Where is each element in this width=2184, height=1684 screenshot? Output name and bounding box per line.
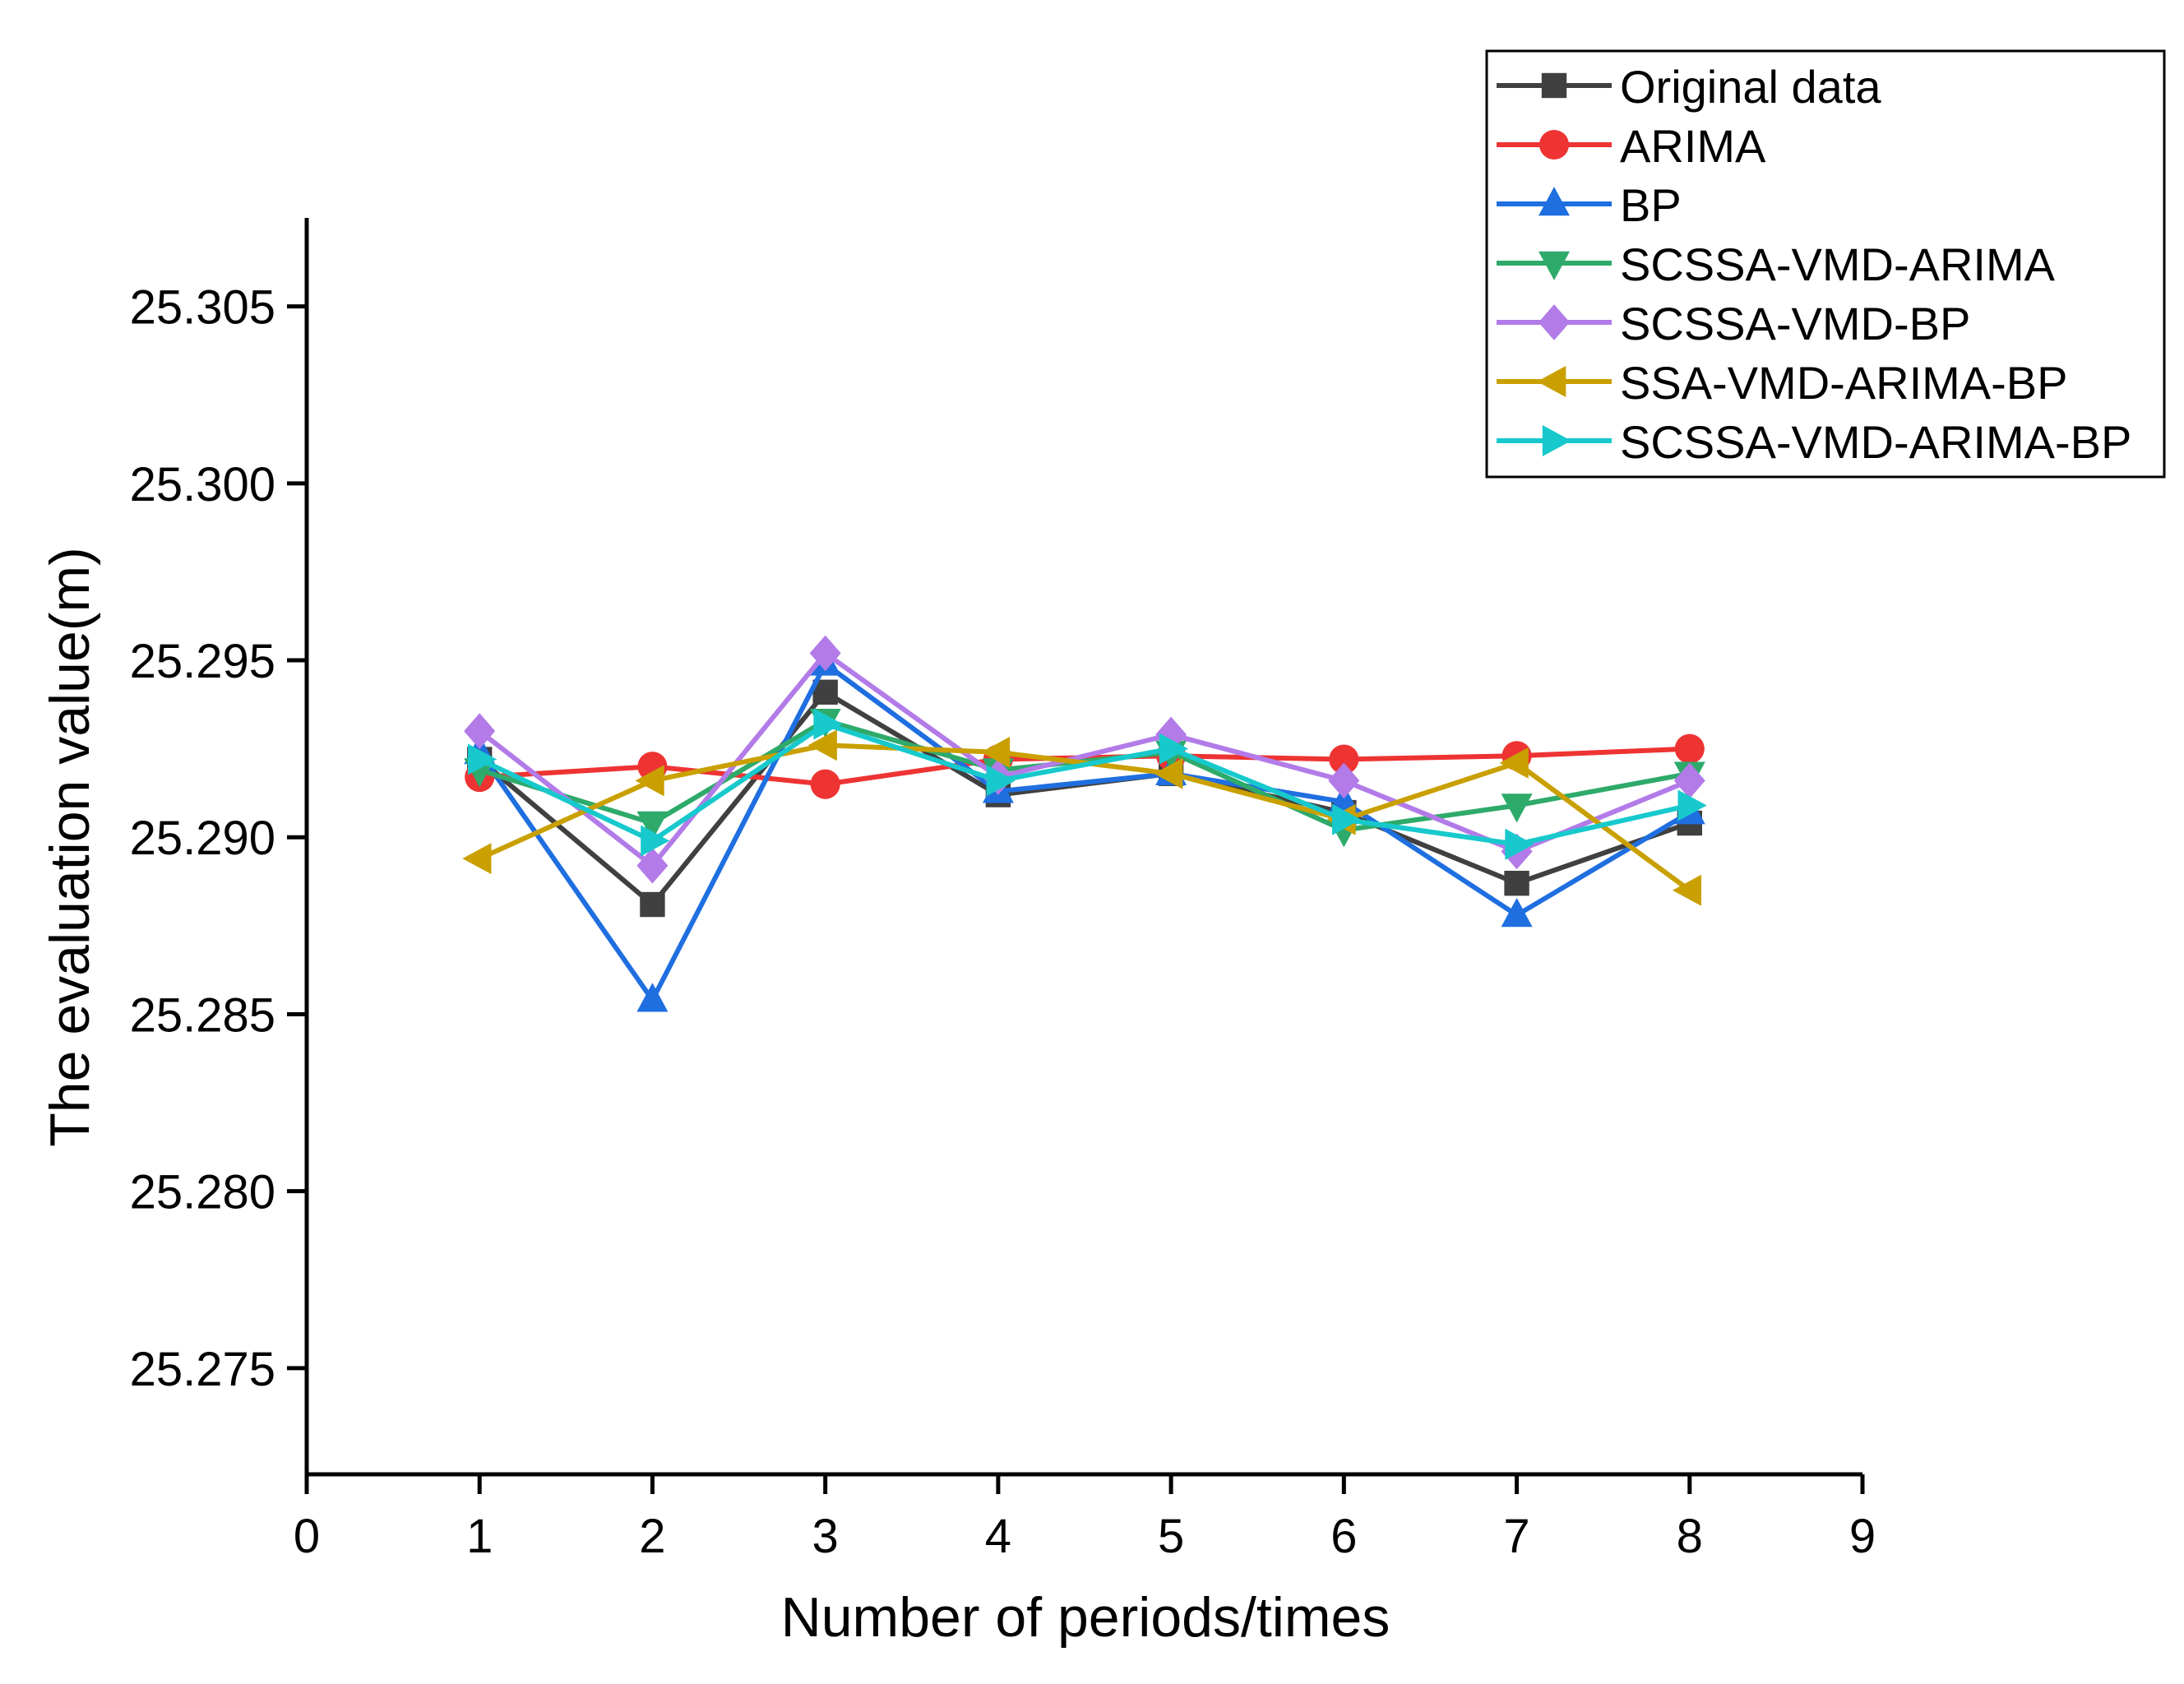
series-line bbox=[478, 721, 1691, 847]
legend-marker bbox=[1542, 425, 1571, 456]
legend-label: Original data bbox=[1620, 61, 1881, 113]
y-tick-label: 25.290 bbox=[130, 812, 275, 865]
data-point bbox=[1155, 716, 1187, 753]
data-point bbox=[1501, 793, 1533, 823]
x-tick-label: 9 bbox=[1849, 1510, 1876, 1563]
x-tick-label: 8 bbox=[1677, 1510, 1703, 1563]
axes: 0 1 2 3 4 5 6 7 8 9 25.275 25.280 25.285 25.290 25.295… bbox=[130, 218, 1876, 1563]
data-point bbox=[1505, 828, 1534, 860]
data-point bbox=[462, 843, 492, 875]
y-tick-label: 25.305 bbox=[130, 281, 275, 335]
data-point bbox=[641, 825, 670, 857]
data-point bbox=[464, 713, 496, 749]
legend-marker bbox=[1539, 129, 1570, 160]
legend: Original data ARIMA BP SCSSA-VMD-ARIMA SCSSA… bbox=[1485, 49, 2166, 479]
x-tick-label: 7 bbox=[1503, 1510, 1529, 1563]
x-tick-label: 5 bbox=[1158, 1510, 1184, 1563]
y-tick-label: 25.300 bbox=[130, 458, 275, 511]
data-point bbox=[810, 769, 840, 799]
legend-label: ARIMA bbox=[1620, 120, 1766, 172]
data-point bbox=[636, 847, 669, 884]
legend-entry: SSA-VMD-ARIMA-BP bbox=[1497, 357, 2068, 409]
data-point bbox=[807, 729, 837, 761]
x-axis-title: Number of periods/times bbox=[781, 1586, 1390, 1649]
series-line bbox=[477, 659, 1691, 1006]
x-tick-label: 4 bbox=[985, 1510, 1011, 1563]
data-point bbox=[1673, 762, 1705, 799]
data-point bbox=[635, 765, 664, 797]
x-tick-label: 0 bbox=[294, 1510, 320, 1563]
plot-area bbox=[462, 635, 1707, 1012]
x-tick-label: 2 bbox=[639, 1510, 665, 1563]
data-point bbox=[1504, 870, 1529, 896]
data-point bbox=[1499, 747, 1529, 779]
legend-entry: SCSSA-VMD-BP bbox=[1497, 298, 1970, 349]
legend-marker bbox=[1539, 251, 1570, 280]
legend-label: SCSSA-VMD-ARIMA-BP bbox=[1620, 416, 2131, 468]
data-point bbox=[1159, 733, 1188, 765]
data-point bbox=[981, 736, 1011, 768]
data-point bbox=[1501, 898, 1533, 928]
data-point bbox=[1332, 803, 1362, 835]
y-tick-label: 25.295 bbox=[130, 635, 275, 688]
legend-entry: BP bbox=[1497, 179, 1682, 231]
data-point bbox=[636, 983, 669, 1012]
legend-marker bbox=[1539, 187, 1570, 216]
legend-entry: SCSSA-VMD-ARIMA bbox=[1497, 238, 2056, 290]
series bbox=[468, 708, 1707, 860]
legend-entry: SCSSA-VMD-ARIMA-BP bbox=[1497, 416, 2131, 468]
data-point bbox=[809, 635, 841, 672]
legend-entry: ARIMA bbox=[1497, 120, 1766, 172]
legend-label: SCSSA-VMD-ARIMA bbox=[1620, 238, 2056, 290]
data-point bbox=[1154, 757, 1183, 789]
legend-entry: Original data bbox=[1497, 61, 1881, 113]
data-point bbox=[986, 765, 1016, 797]
legend-marker bbox=[1539, 304, 1570, 340]
data-point bbox=[1672, 874, 1701, 906]
data-point bbox=[468, 743, 497, 775]
x-tick-label: 6 bbox=[1330, 1510, 1357, 1563]
legend-marker bbox=[1541, 72, 1567, 99]
legend-marker bbox=[1537, 366, 1566, 397]
data-point bbox=[1677, 789, 1707, 821]
x-tick-label: 1 bbox=[466, 1510, 493, 1563]
x-tick-label: 3 bbox=[812, 1510, 839, 1563]
y-tick-label: 25.280 bbox=[130, 1166, 275, 1219]
y-tick-label: 25.275 bbox=[130, 1343, 275, 1396]
data-point bbox=[1329, 744, 1359, 775]
data-point bbox=[1328, 762, 1360, 799]
legend-label: SSA-VMD-ARIMA-BP bbox=[1620, 357, 2068, 409]
legend-label: SCSSA-VMD-BP bbox=[1620, 298, 1970, 349]
data-point bbox=[813, 708, 843, 740]
data-point bbox=[640, 891, 665, 918]
y-tick-label: 25.285 bbox=[130, 988, 275, 1042]
data-point bbox=[1674, 733, 1705, 764]
y-axis-title: The evaluation value(m) bbox=[39, 547, 101, 1146]
legend-label: BP bbox=[1620, 179, 1682, 231]
data-point bbox=[636, 811, 669, 840]
